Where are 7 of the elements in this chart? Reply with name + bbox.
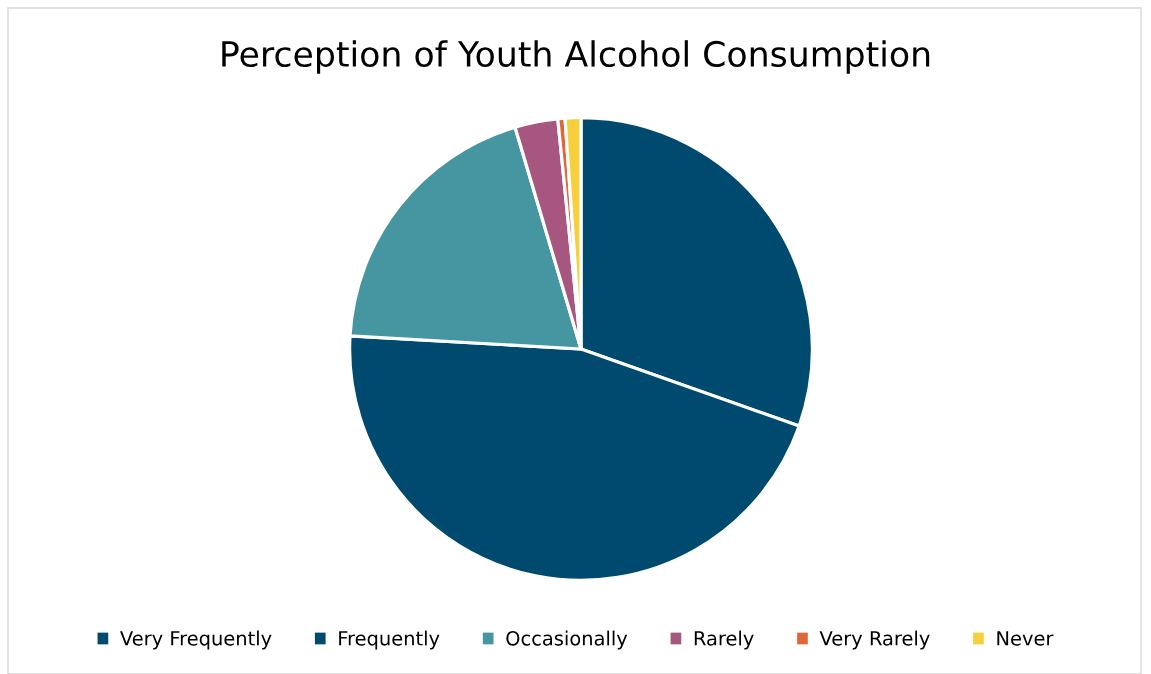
legend-label: Very Frequently [120, 630, 272, 650]
legend-label: Never [997, 631, 1054, 646]
legend-label: Very Rarely [819, 630, 930, 650]
chart-title: Perception of Youth Alcohol Consumption [222, 40, 930, 74]
legend-label: Frequently [339, 630, 440, 650]
legend-label: Rarely [694, 630, 754, 650]
legend-label: Occasionally [506, 630, 628, 650]
